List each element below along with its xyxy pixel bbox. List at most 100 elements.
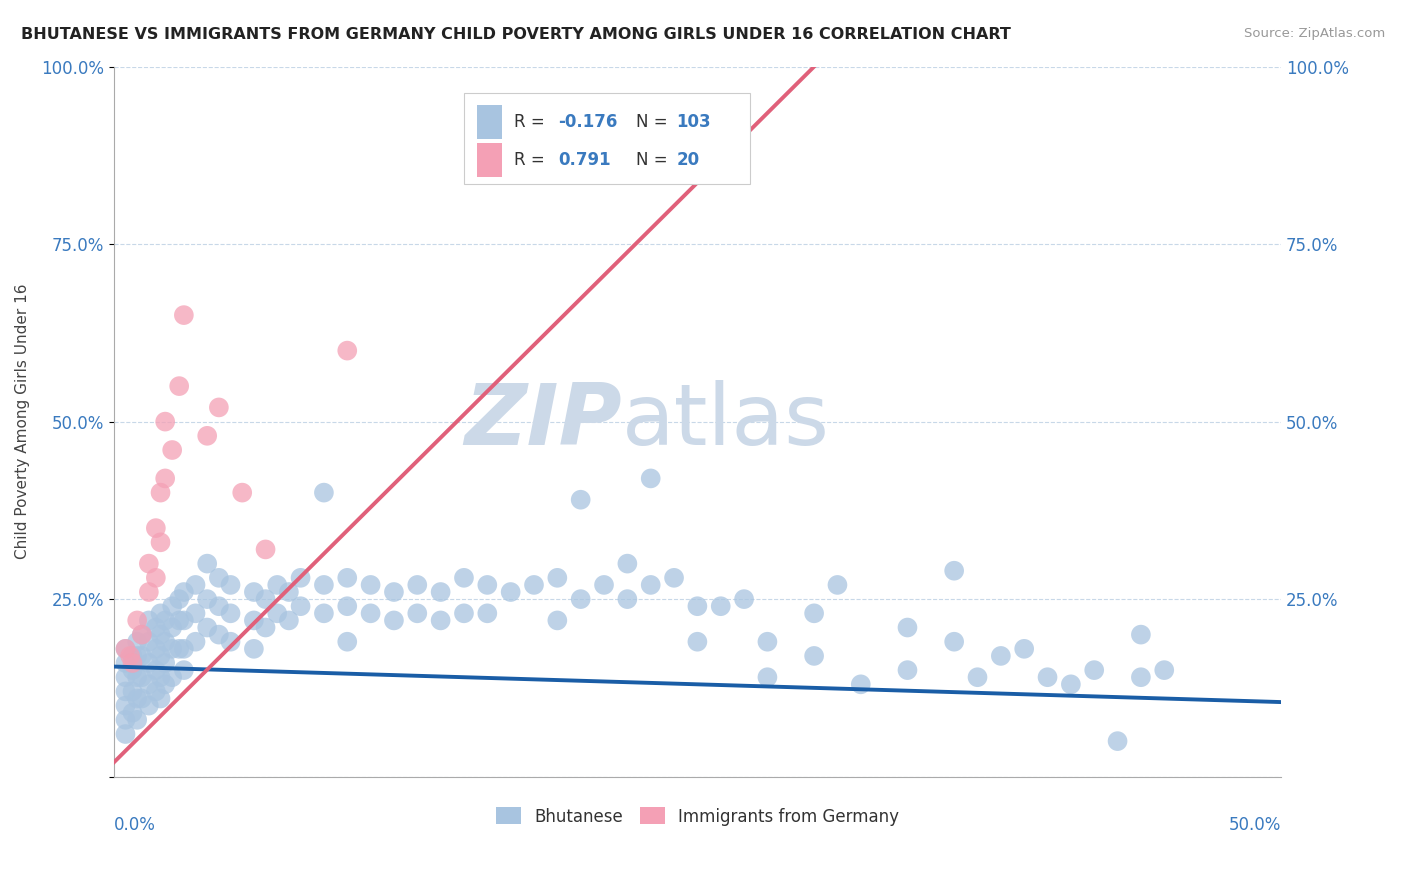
Point [131,627,153,641]
Point [121,656,143,670]
Point [131,691,153,706]
Point [686,634,709,648]
Point [1107,734,1129,748]
Point [153,656,176,670]
Point [114,727,136,741]
Point [803,648,825,663]
Point [127,648,149,663]
Point [138,656,160,670]
Text: R =: R = [515,113,550,131]
Point [593,578,616,592]
Point [138,698,160,713]
Point [733,592,755,607]
Point [219,607,242,621]
Point [1012,641,1035,656]
Point [167,641,190,656]
Point [131,648,153,663]
Point [160,641,183,656]
Point [121,684,143,698]
Point [336,571,359,585]
Point [686,599,709,614]
Point [406,607,429,621]
Point [382,585,405,599]
Point [1036,670,1059,684]
Point [114,713,136,727]
Point [896,663,918,677]
Point [149,670,172,684]
Point [290,571,312,585]
Point [138,677,160,691]
Point [149,535,172,549]
Point [208,571,231,585]
FancyBboxPatch shape [477,144,502,178]
Point [173,641,195,656]
Point [710,599,733,614]
Point [208,627,231,641]
Point [990,648,1012,663]
Point [616,557,638,571]
Point [523,578,546,592]
Text: atlas: atlas [621,380,830,463]
Point [569,592,592,607]
Point [546,571,568,585]
Point [429,585,451,599]
Point [208,401,231,415]
Point [173,585,195,599]
Point [121,663,143,677]
FancyBboxPatch shape [477,105,502,139]
Point [1153,663,1175,677]
Text: R =: R = [515,152,550,169]
Point [453,571,475,585]
Point [114,670,136,684]
Point [243,614,266,628]
Point [145,641,167,656]
Point [360,607,382,621]
Point [114,698,136,713]
Point [803,607,825,621]
Text: 103: 103 [676,113,711,131]
Point [849,677,872,691]
Point [195,620,218,634]
Point [138,585,160,599]
Point [131,670,153,684]
Point [243,585,266,599]
Point [114,641,136,656]
Point [662,571,685,585]
Point [145,571,167,585]
Point [195,557,218,571]
Point [336,343,359,358]
Point [756,634,779,648]
Point [243,641,266,656]
FancyBboxPatch shape [464,93,749,184]
Point [160,442,183,457]
Point [336,599,359,614]
Point [406,578,429,592]
Point [145,521,167,535]
Point [114,684,136,698]
Point [173,308,195,322]
Point [277,585,299,599]
Point [312,485,335,500]
Point [149,691,172,706]
Text: 50.0%: 50.0% [1229,815,1281,834]
Point [160,670,183,684]
Point [127,713,149,727]
Text: N =: N = [636,113,672,131]
Point [1129,670,1152,684]
Point [231,485,253,500]
Point [153,634,176,648]
Point [195,429,218,443]
Point [145,684,167,698]
Point [149,648,172,663]
Point [127,670,149,684]
Point [149,627,172,641]
Point [756,670,779,684]
Point [896,620,918,634]
Point [382,614,405,628]
Point [499,585,522,599]
Point [569,492,592,507]
Point [266,607,288,621]
Point [943,564,966,578]
Point [173,614,195,628]
Point [138,614,160,628]
